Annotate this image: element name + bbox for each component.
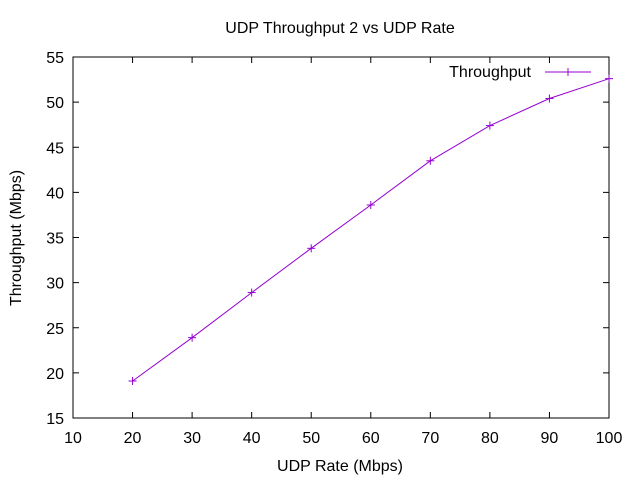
x-tick-label: 80 bbox=[481, 430, 499, 447]
x-axis-label: UDP Rate (Mbps) bbox=[277, 458, 403, 475]
series-layer bbox=[128, 74, 613, 385]
y-tick-label: 30 bbox=[46, 276, 64, 293]
y-tick-label: 25 bbox=[46, 321, 64, 338]
x-tick-label: 40 bbox=[243, 430, 261, 447]
data-point bbox=[485, 121, 494, 130]
x-tick-label: 50 bbox=[302, 430, 320, 447]
x-tick-label: 30 bbox=[183, 430, 201, 447]
data-point bbox=[366, 201, 375, 210]
x-tick-label: 70 bbox=[421, 430, 439, 447]
data-point bbox=[605, 74, 613, 83]
x-axis: 10 20 30 40 50 60 70 80 90 100 bbox=[64, 57, 622, 447]
y-tick-label: 55 bbox=[46, 50, 64, 67]
legend-label: Throughput bbox=[449, 64, 531, 81]
x-tick-label: 100 bbox=[596, 430, 623, 447]
x-tick-label: 60 bbox=[362, 430, 380, 447]
y-axis-label: Throughput (Mbps) bbox=[8, 170, 25, 306]
data-point bbox=[247, 288, 256, 297]
data-point bbox=[128, 376, 137, 385]
data-point bbox=[307, 244, 316, 253]
series-line bbox=[132, 78, 610, 382]
chart-title: UDP Throughput 2 vs UDP Rate bbox=[225, 20, 455, 37]
x-tick-label: 20 bbox=[124, 430, 142, 447]
y-tick-label: 15 bbox=[46, 411, 64, 428]
y-tick-label: 50 bbox=[46, 95, 64, 112]
plot-frame bbox=[72, 56, 610, 419]
x-tick-label: 10 bbox=[64, 430, 82, 447]
y-tick-label: 40 bbox=[46, 185, 64, 202]
data-point bbox=[426, 156, 435, 165]
plot-border bbox=[72, 56, 610, 419]
y-axis: 15 20 25 30 35 40 45 50 55 bbox=[46, 50, 609, 428]
data-point bbox=[188, 333, 197, 342]
legend: Throughput bbox=[449, 64, 591, 81]
y-tick-label: 45 bbox=[46, 140, 64, 157]
y-tick-label: 20 bbox=[46, 366, 64, 383]
x-tick-label: 90 bbox=[541, 430, 559, 447]
y-tick-label: 35 bbox=[46, 231, 64, 248]
data-point bbox=[545, 94, 554, 103]
